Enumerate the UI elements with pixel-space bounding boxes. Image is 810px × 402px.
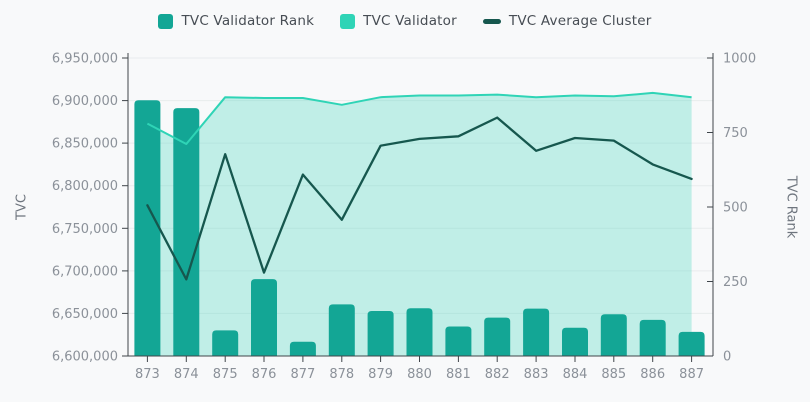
x-axis-label: 873 <box>135 367 160 382</box>
y-axis-left-label: 6,700,000 <box>52 264 118 279</box>
y-axis-right-label: 500 <box>723 201 748 216</box>
y-axis-left-label: 6,850,000 <box>52 137 118 152</box>
y-axis-left-label: 6,650,000 <box>52 307 118 322</box>
legend-label: TVC Validator Rank <box>181 13 315 29</box>
bar-874[interactable] <box>173 108 200 356</box>
bar-881[interactable] <box>445 326 472 357</box>
x-axis-label: 883 <box>524 367 549 382</box>
legend-swatch-square-icon <box>340 13 356 29</box>
bar-878[interactable] <box>328 304 355 356</box>
x-axis-label: 885 <box>601 367 626 382</box>
area-tvc-validator <box>147 92 692 357</box>
y-axis-right-label: 750 <box>723 126 748 141</box>
legend-label: TVC Validator <box>363 13 457 29</box>
right-axis-title: TVC Rank <box>783 175 799 239</box>
x-axis-label: 877 <box>290 367 315 382</box>
x-axis-label: 878 <box>329 367 354 382</box>
legend-label: TVC Average Cluster <box>508 13 652 29</box>
legend-item-tvc-validator[interactable]: TVC Validator <box>340 13 457 29</box>
y-axis-left-label: 6,800,000 <box>52 179 118 194</box>
x-axis-label: 875 <box>213 367 238 382</box>
bar-886[interactable] <box>639 319 666 356</box>
x-axis-label: 879 <box>368 367 393 382</box>
bar-876[interactable] <box>251 279 277 356</box>
bar-877[interactable] <box>289 341 316 356</box>
y-axis-right-label: 0 <box>723 350 731 365</box>
bar-875[interactable] <box>212 330 239 356</box>
bar-883[interactable] <box>523 308 550 356</box>
left-axis-title: TVC <box>14 194 30 220</box>
bar-879[interactable] <box>367 311 394 356</box>
x-axis-label: 887 <box>679 367 704 382</box>
legend-item-tvc-average-cluster[interactable]: TVC Average Cluster <box>482 13 652 29</box>
y-axis-left-label: 6,750,000 <box>52 222 118 237</box>
x-axis-label: 884 <box>563 367 588 382</box>
y-axis-left-label: 6,950,000 <box>52 52 118 67</box>
bar-880[interactable] <box>406 308 433 356</box>
y-axis-left-label: 6,600,000 <box>52 350 118 365</box>
bar-882[interactable] <box>484 317 511 356</box>
x-axis-label: 874 <box>174 367 199 382</box>
y-axis-right-label: 1000 <box>723 52 756 67</box>
bar-884[interactable] <box>562 327 588 356</box>
bar-887[interactable] <box>678 331 705 356</box>
legend: TVC Validator Rank TVC Validator TVC Ave… <box>0 13 810 29</box>
legend-swatch-square-icon <box>158 13 174 29</box>
y-axis-left-label: 6,900,000 <box>52 94 118 109</box>
line-tvc-validator <box>146 91 692 145</box>
x-axis-label: 886 <box>640 367 665 382</box>
bar-873[interactable] <box>134 100 161 356</box>
legend-item-tvc-validator-rank[interactable]: TVC Validator Rank <box>158 13 314 29</box>
line-tvc-average-cluster <box>146 116 693 281</box>
bar-885[interactable] <box>600 314 627 356</box>
x-axis-label: 880 <box>407 367 432 382</box>
y-axis-right-label: 250 <box>723 275 748 290</box>
x-axis-label: 876 <box>252 367 277 382</box>
legend-swatch-line-icon <box>482 18 501 24</box>
x-axis-label: 881 <box>446 367 471 382</box>
x-axis-label: 882 <box>485 367 510 382</box>
